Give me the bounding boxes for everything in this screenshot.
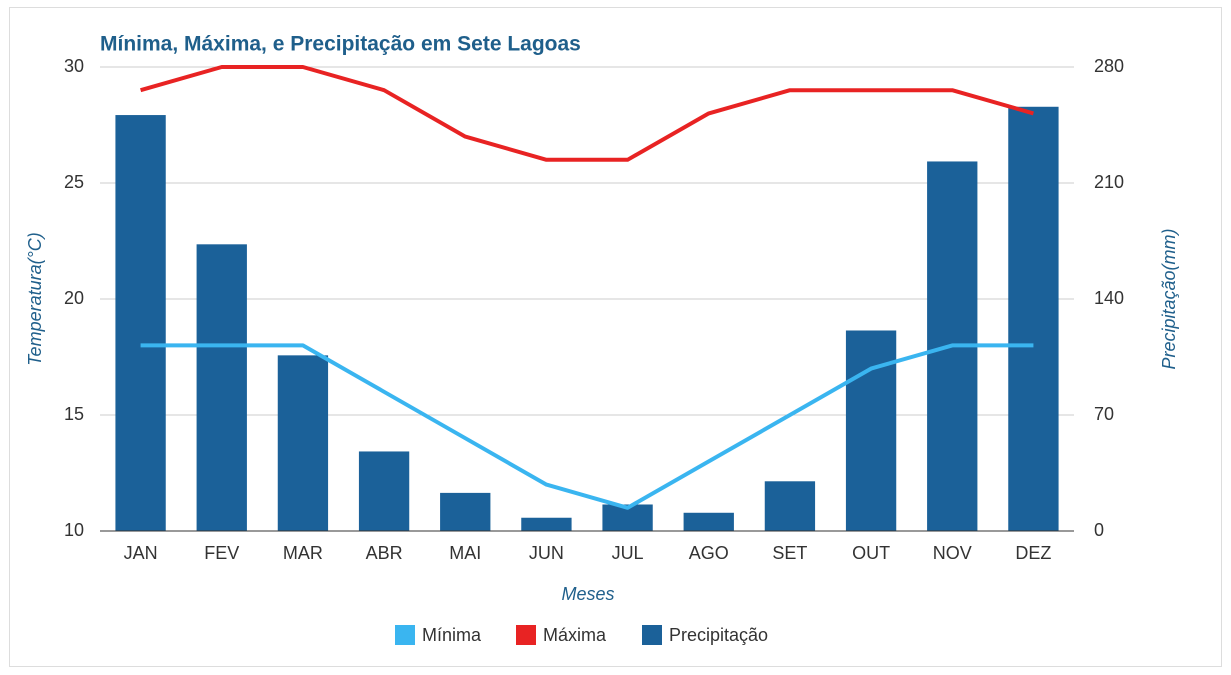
x-tick-label: AGO — [689, 543, 729, 563]
x-tick-label: NOV — [933, 543, 972, 563]
legend-label: Precipitação — [669, 625, 768, 645]
y-tick-label: 20 — [64, 288, 84, 308]
bar — [845, 330, 897, 531]
x-tick-label: JAN — [124, 543, 158, 563]
x-tick-label: MAR — [283, 543, 323, 563]
bar — [683, 512, 734, 531]
y2-tick-label: 210 — [1094, 172, 1124, 192]
x-tick-label: ABR — [366, 543, 403, 563]
y2-tick-label: 140 — [1094, 288, 1124, 308]
legend-swatch — [516, 625, 536, 645]
y-tick-label: 30 — [64, 56, 84, 76]
bar — [521, 517, 572, 531]
x-axis-title: Meses — [561, 584, 614, 604]
x-tick-label: DEZ — [1015, 543, 1051, 563]
bar — [196, 244, 247, 532]
y2-tick-label: 70 — [1094, 404, 1114, 424]
y2-axis-title: Precipitação(mm) — [1159, 228, 1179, 369]
y2-tick-label: 280 — [1094, 56, 1124, 76]
bar — [115, 115, 166, 532]
x-tick-label: JUN — [529, 543, 564, 563]
bar — [440, 492, 491, 531]
legend-label: Mínima — [422, 625, 482, 645]
bar — [764, 481, 816, 531]
bar — [358, 451, 410, 531]
bar — [1008, 106, 1059, 532]
y-tick-label: 25 — [64, 172, 84, 192]
y-axis-title: Temperatura(°C) — [25, 232, 45, 366]
line — [140, 343, 1034, 510]
x-tick-label: FEV — [204, 543, 239, 563]
line — [140, 65, 1034, 162]
x-tick-label: MAI — [449, 543, 481, 563]
y2-tick-label: 0 — [1094, 520, 1104, 540]
bar — [277, 355, 329, 531]
chart-title: Mínima, Máxima, e Precipitação em Sete L… — [100, 33, 581, 56]
y-tick-label: 10 — [64, 520, 84, 540]
x-tick-label: JUL — [612, 543, 644, 563]
legend-label: Máxima — [543, 625, 607, 645]
legend-swatch — [642, 625, 662, 645]
legend-swatch — [395, 625, 415, 645]
x-tick-label: OUT — [852, 543, 890, 563]
y-tick-label: 15 — [64, 404, 84, 424]
x-tick-label: SET — [772, 543, 807, 563]
